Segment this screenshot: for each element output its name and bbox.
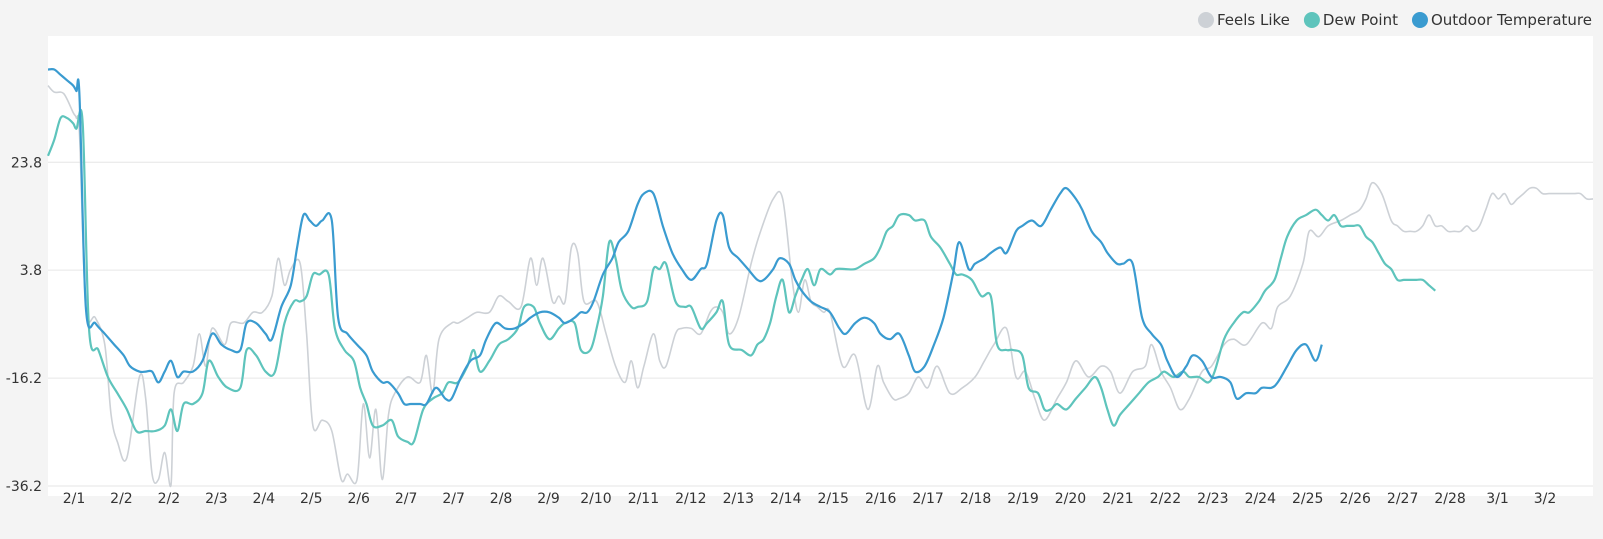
x-tick-label: 2/28 (1434, 491, 1465, 507)
legend-label: Dew Point (1323, 11, 1398, 29)
legend-item-feels-like[interactable]: Feels Like (1197, 11, 1290, 29)
x-tick-label: 2/26 (1339, 491, 1371, 507)
x-tick-label: 2/10 (580, 491, 611, 507)
series-lines (46, 68, 1594, 488)
x-tick-label: 2/15 (817, 491, 848, 507)
x-tick-label: 2/1 (63, 491, 86, 507)
x-tick-label: 2/2 (110, 491, 133, 507)
x-tick-label: 2/11 (628, 491, 659, 507)
legend-label: Outdoor Temperature (1431, 11, 1592, 29)
series-line-dew-point (46, 108, 1437, 446)
x-tick-label: 3/2 (1534, 491, 1557, 507)
x-tick-label: 2/5 (300, 491, 323, 507)
x-tick-label: 2/27 (1387, 491, 1418, 507)
x-tick-label: 2/17 (912, 491, 943, 507)
x-tick-label: 2/18 (960, 491, 991, 507)
x-tick-label: 3/1 (1486, 491, 1509, 507)
x-axis-ticks: 2/1 2/2 2/2 2/3 2/4 2/5 2/6 2/7 2/7 2/8 2/9 2/10 2/1… (63, 491, 1557, 507)
legend[interactable]: Feels Like Dew Point Outdoor Temperature (1197, 11, 1592, 29)
x-tick-label: 2/21 (1102, 491, 1133, 507)
x-tick-label: 2/25 (1292, 491, 1323, 507)
legend-label: Feels Like (1217, 11, 1290, 29)
x-tick-label: 2/20 (1055, 491, 1086, 507)
x-tick-label: 2/19 (1007, 491, 1038, 507)
legend-marker (1197, 12, 1214, 28)
x-tick-label: 2/7 (395, 491, 418, 507)
x-tick-label: 2/22 (1150, 491, 1181, 507)
legend-item-dew-point[interactable]: Dew Point (1303, 11, 1398, 29)
series-line-outdoor-temperature (47, 68, 1323, 407)
series-line-feels-like (47, 85, 1594, 488)
legend-marker (1303, 12, 1320, 28)
legend-item-outdoor-temperature[interactable]: Outdoor Temperature (1411, 11, 1592, 29)
x-tick-label: 2/9 (537, 491, 560, 507)
legend-marker (1411, 12, 1428, 28)
y-tick-label: 23.8 (11, 155, 42, 171)
x-tick-label: 2/8 (490, 491, 513, 507)
x-tick-label: 2/13 (723, 491, 754, 507)
y-tick-label: 3.8 (20, 263, 42, 279)
x-tick-label: 2/2 (158, 491, 181, 507)
y-axis-ticks: -36.2 -16.2 3.8 23.8 (6, 155, 42, 495)
x-tick-label: 2/6 (347, 491, 370, 507)
x-tick-label: 2/14 (770, 491, 802, 507)
x-tick-label: 2/16 (865, 491, 897, 507)
x-tick-label: 2/24 (1245, 491, 1277, 507)
x-tick-label: 2/23 (1197, 491, 1228, 507)
y-tick-label: -36.2 (6, 479, 42, 495)
x-tick-label: 2/3 (205, 491, 228, 507)
x-tick-label: 2/4 (253, 491, 276, 507)
plot-background (48, 36, 1593, 496)
x-tick-label: 2/12 (675, 491, 706, 507)
x-tick-label: 2/7 (442, 491, 465, 507)
y-tick-label: -16.2 (6, 371, 42, 387)
